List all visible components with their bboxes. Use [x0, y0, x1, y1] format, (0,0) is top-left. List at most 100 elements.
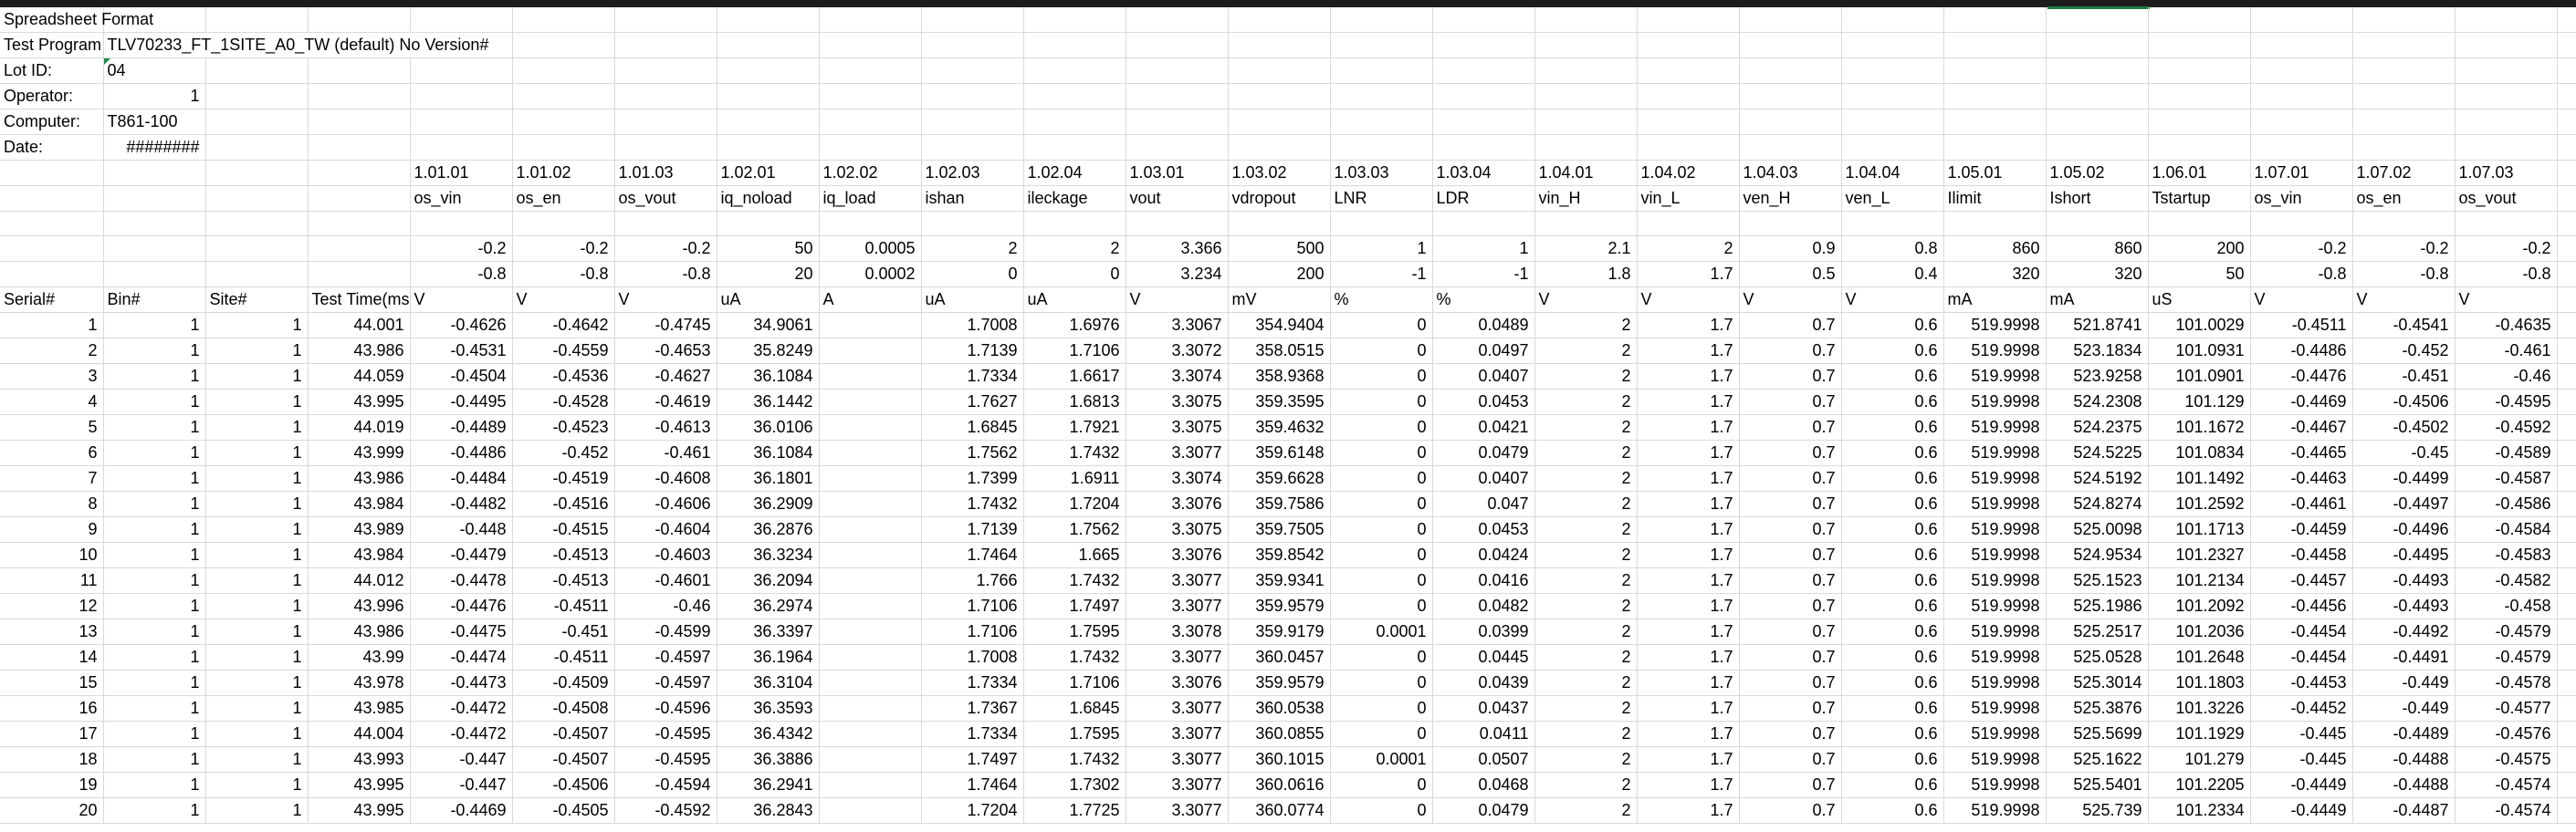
date-label-cell[interactable]: Date:: [0, 134, 104, 161]
data-cell[interactable]: 0.0445: [1432, 644, 1535, 671]
data-cell[interactable]: -0.4595: [614, 746, 717, 773]
empty-cell[interactable]: [717, 211, 820, 236]
empty-cell[interactable]: [1023, 32, 1126, 58]
data-cell[interactable]: -0.4507: [512, 746, 615, 773]
data-cell[interactable]: 524.9534: [2046, 542, 2149, 568]
data-cell[interactable]: -0.4626: [410, 312, 513, 338]
data-cell[interactable]: 2: [1534, 772, 1638, 798]
sheet-title-cell[interactable]: Spreadsheet Format: [0, 7, 153, 33]
data-cell[interactable]: 43.984: [308, 542, 411, 568]
upper-limit-cell[interactable]: -0.2: [410, 235, 513, 262]
data-cell[interactable]: -0.4473: [410, 670, 513, 696]
data-cell[interactable]: 0.6: [1841, 363, 1944, 390]
data-cell[interactable]: 1: [205, 516, 309, 543]
data-cell[interactable]: 0.7: [1739, 567, 1842, 594]
empty-cell[interactable]: [614, 32, 717, 58]
data-cell[interactable]: 2: [1534, 797, 1638, 824]
data-cell[interactable]: 1: [103, 414, 206, 441]
empty-cell[interactable]: [614, 57, 717, 84]
data-cell[interactable]: 525.5401: [2046, 772, 2149, 798]
empty-cell[interactable]: [1330, 109, 1433, 135]
empty-cell[interactable]: [2455, 32, 2558, 58]
test-name-cell[interactable]: iq_load: [819, 185, 922, 212]
upper-limit-cell[interactable]: 2: [1023, 235, 1126, 262]
data-cell[interactable]: 1.6813: [1023, 389, 1126, 415]
test-number-cell[interactable]: 1.06.01: [2148, 160, 2251, 186]
data-cell[interactable]: 3.3076: [1126, 670, 1229, 696]
lot-value-cell[interactable]: 04: [103, 57, 206, 84]
upper-limit-cell[interactable]: 2: [921, 235, 1024, 262]
data-cell[interactable]: 101.0931: [2148, 338, 2251, 364]
empty-cell[interactable]: [2046, 32, 2149, 58]
data-cell[interactable]: 101.2134: [2148, 567, 2251, 594]
empty-cell[interactable]: [103, 261, 206, 287]
empty-cell[interactable]: [205, 83, 309, 109]
empty-cell[interactable]: [2148, 7, 2251, 33]
data-cell[interactable]: 1: [103, 772, 206, 798]
empty-cell[interactable]: [205, 160, 309, 186]
data-cell[interactable]: 36.3397: [717, 619, 820, 645]
empty-cell[interactable]: [1432, 7, 1535, 33]
data-cell[interactable]: 43.986: [308, 465, 411, 492]
empty-cell[interactable]: [717, 134, 820, 161]
data-cell[interactable]: 0.7: [1739, 542, 1842, 568]
upper-limit-cell[interactable]: 0.9: [1739, 235, 1842, 262]
data-cell[interactable]: -0.4469: [410, 797, 513, 824]
data-cell[interactable]: 0.7: [1739, 670, 1842, 696]
test-name-cell[interactable]: os_vin: [410, 185, 513, 212]
data-cell[interactable]: -0.4489: [2352, 721, 2456, 747]
data-cell[interactable]: 1.7: [1637, 389, 1740, 415]
data-cell[interactable]: 1.7: [1637, 670, 1740, 696]
empty-cell[interactable]: [308, 235, 411, 262]
data-cell[interactable]: -0.4488: [2352, 746, 2456, 773]
empty-cell[interactable]: [205, 261, 309, 287]
data-cell[interactable]: 0.6: [1841, 542, 1944, 568]
test-name-cell[interactable]: ven_L: [1841, 185, 1944, 212]
lower-limit-cell[interactable]: 320: [2046, 261, 2149, 287]
data-cell[interactable]: 43.993: [308, 746, 411, 773]
empty-cell[interactable]: [1023, 57, 1126, 84]
empty-cell[interactable]: [2557, 389, 2576, 415]
test-name-cell[interactable]: os_vout: [614, 185, 717, 212]
upper-limit-cell[interactable]: -0.2: [2455, 235, 2558, 262]
test-number-cell[interactable]: 1.02.04: [1023, 160, 1126, 186]
empty-cell[interactable]: [1023, 83, 1126, 109]
data-cell[interactable]: -0.461: [614, 440, 717, 466]
data-cell[interactable]: 358.9368: [1228, 363, 1331, 390]
data-cell[interactable]: 1: [103, 746, 206, 773]
data-cell[interactable]: 1: [205, 440, 309, 466]
data-cell[interactable]: 1.7302: [1023, 772, 1126, 798]
empty-cell[interactable]: [1023, 134, 1126, 161]
empty-cell[interactable]: [2046, 7, 2149, 33]
empty-cell[interactable]: [2557, 160, 2576, 186]
data-cell[interactable]: -0.4579: [2455, 619, 2558, 645]
empty-cell[interactable]: [2455, 7, 2558, 33]
computer-value-cell[interactable]: T861-100: [103, 109, 206, 135]
data-cell[interactable]: -0.4453: [2250, 670, 2353, 696]
data-cell[interactable]: -0.4449: [2250, 772, 2353, 798]
data-cell[interactable]: 1.7106: [1023, 670, 1126, 696]
data-cell[interactable]: 1.7432: [1023, 440, 1126, 466]
data-cell[interactable]: 1: [205, 695, 309, 722]
empty-cell[interactable]: [1637, 211, 1740, 236]
data-cell[interactable]: -0.452: [512, 440, 615, 466]
data-cell[interactable]: -0.4577: [2455, 695, 2558, 722]
data-cell[interactable]: 1: [205, 619, 309, 645]
data-cell[interactable]: 360.0616: [1228, 772, 1331, 798]
unit-cell[interactable]: mA: [1943, 286, 2047, 313]
data-cell[interactable]: 0.7: [1739, 389, 1842, 415]
data-cell[interactable]: 359.3595: [1228, 389, 1331, 415]
data-cell[interactable]: -0.4472: [410, 695, 513, 722]
data-cell[interactable]: -0.4528: [512, 389, 615, 415]
data-cell[interactable]: 2: [1534, 670, 1638, 696]
empty-cell[interactable]: [2250, 32, 2353, 58]
empty-cell[interactable]: [0, 160, 104, 186]
data-cell[interactable]: 44.004: [308, 721, 411, 747]
data-cell[interactable]: 44.019: [308, 414, 411, 441]
data-cell[interactable]: -0.4499: [2352, 465, 2456, 492]
empty-cell[interactable]: [2250, 57, 2353, 84]
data-cell[interactable]: 3.3077: [1126, 695, 1229, 722]
test-name-cell[interactable]: vin_L: [1637, 185, 1740, 212]
data-cell[interactable]: -0.4469: [2250, 389, 2353, 415]
data-cell[interactable]: -0.4511: [2250, 312, 2353, 338]
